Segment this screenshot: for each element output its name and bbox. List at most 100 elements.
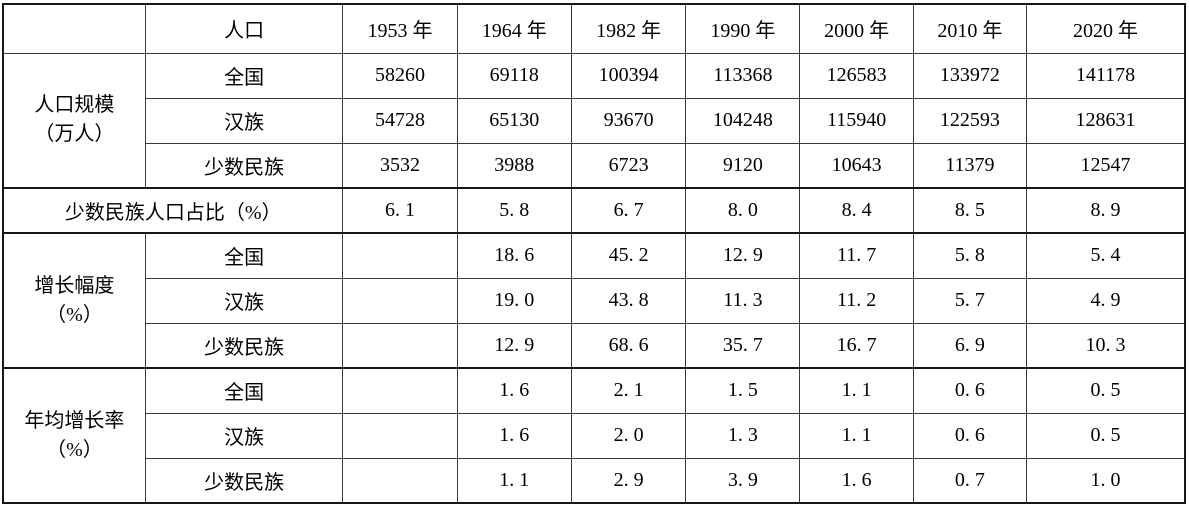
cell-value: 5. 8	[456, 187, 572, 234]
cell-value: 93670	[570, 97, 687, 144]
cell-value: 0. 7	[912, 457, 1028, 504]
cell-value: 1. 1	[799, 412, 914, 459]
row-group-population-scale: 人口规模 （万人）	[2, 52, 146, 189]
corner-cell	[2, 3, 146, 54]
cell-value: 115940	[799, 97, 914, 144]
cell-value: 16. 7	[799, 322, 914, 369]
header-year-1964: 1964 年	[456, 3, 572, 54]
cell-value: 8. 9	[1026, 187, 1186, 234]
header-year-1953: 1953 年	[342, 3, 458, 54]
cell-value: 54728	[342, 97, 458, 144]
table-row: 人口规模 （万人） 全国 58260 69118 100394 113368 1…	[2, 52, 1186, 189]
row-label-national: 全国	[144, 367, 344, 414]
cell-value: 113368	[685, 52, 801, 99]
cell-value: 1. 6	[799, 457, 914, 504]
cell-value: 6. 7	[570, 187, 687, 234]
cell-value	[342, 277, 458, 324]
minority-share-label: 少数民族人口占比（%）	[2, 187, 344, 234]
row-label-han: 汉族	[144, 97, 344, 144]
group-label-line: 年均增长率	[24, 409, 125, 432]
cell-value: 58260	[342, 52, 458, 99]
table-row-minority-share: 少数民族人口占比（%） 6. 1 5. 8 6. 7 8. 0 8. 4 8. …	[2, 187, 1186, 234]
cell-value: 10643	[799, 142, 914, 189]
row-label-han: 汉族	[144, 412, 344, 459]
cell-value: 8. 5	[912, 187, 1028, 234]
cell-value: 1. 3	[685, 412, 801, 459]
row-label-national: 全国	[144, 232, 344, 279]
group-label-line: （%）	[46, 438, 103, 461]
cell-value: 35. 7	[685, 322, 801, 369]
cell-value: 1. 1	[799, 367, 914, 414]
cell-value: 3. 9	[685, 457, 801, 504]
group-label-line: 人口规模	[34, 94, 115, 117]
header-year-1982: 1982 年	[570, 3, 687, 54]
cell-value	[342, 232, 458, 279]
row-label-minority: 少数民族	[144, 142, 344, 189]
cell-value: 126583	[799, 52, 914, 99]
table-row: 汉族 54728 65130 93670 104248 115940 12259…	[3, 97, 1186, 144]
population-statistics-table: 人口 1953 年 1964 年 1982 年 1990 年 2000 年 20…	[2, 3, 1186, 504]
cell-value: 1. 1	[456, 457, 572, 504]
cell-value: 65130	[456, 97, 572, 144]
cell-value: 6. 1	[342, 187, 458, 234]
cell-value: 3988	[456, 142, 572, 189]
cell-value: 5. 4	[1026, 232, 1186, 279]
cell-value: 122593	[912, 97, 1028, 144]
cell-value: 2. 9	[570, 457, 687, 504]
cell-value	[342, 457, 458, 504]
cell-value: 12. 9	[685, 232, 801, 279]
cell-value: 11. 7	[799, 232, 914, 279]
cell-value: 0. 6	[912, 367, 1028, 414]
cell-value: 8. 4	[799, 187, 914, 234]
cell-value	[342, 322, 458, 369]
table-header-row: 人口 1953 年 1964 年 1982 年 1990 年 2000 年 20…	[2, 3, 1186, 54]
cell-value: 3532	[342, 142, 458, 189]
cell-value: 0. 6	[912, 412, 1028, 459]
header-year-1990: 1990 年	[685, 3, 801, 54]
cell-value: 68. 6	[570, 322, 687, 369]
header-year-2010: 2010 年	[912, 3, 1028, 54]
cell-value: 100394	[570, 52, 687, 99]
group-label-line: （%）	[46, 303, 103, 326]
row-label-han: 汉族	[144, 277, 344, 324]
cell-value: 11. 3	[685, 277, 801, 324]
cell-value: 8. 0	[685, 187, 801, 234]
header-population: 人口	[144, 3, 344, 54]
table-row: 少数民族 3532 3988 6723 9120 10643 11379 125…	[3, 142, 1186, 189]
cell-value: 10. 3	[1026, 322, 1186, 369]
cell-value: 2. 1	[570, 367, 687, 414]
cell-value	[342, 412, 458, 459]
cell-value: 69118	[456, 52, 572, 99]
cell-value: 45. 2	[570, 232, 687, 279]
cell-value: 12547	[1026, 142, 1186, 189]
row-label-national: 全国	[144, 52, 344, 99]
cell-value: 1. 6	[456, 367, 572, 414]
cell-value: 133972	[912, 52, 1028, 99]
cell-value: 1. 0	[1026, 457, 1186, 504]
cell-value: 5. 7	[912, 277, 1028, 324]
header-year-2020: 2020 年	[1026, 3, 1186, 54]
cell-value: 0. 5	[1026, 412, 1186, 459]
table-row: 汉族 19. 0 43. 8 11. 3 11. 2 5. 7 4. 9	[3, 277, 1186, 324]
cell-value: 128631	[1026, 97, 1186, 144]
cell-value: 6. 9	[912, 322, 1028, 369]
header-year-2000: 2000 年	[799, 3, 914, 54]
cell-value: 104248	[685, 97, 801, 144]
cell-value: 12. 9	[456, 322, 572, 369]
group-label-line: （万人）	[34, 123, 115, 146]
row-label-minority: 少数民族	[144, 322, 344, 369]
cell-value: 9120	[685, 142, 801, 189]
cell-value: 141178	[1026, 52, 1186, 99]
cell-value: 11379	[912, 142, 1028, 189]
table-row: 增长幅度 （%） 全国 18. 6 45. 2 12. 9 11. 7 5. 8…	[2, 232, 1186, 369]
table-row: 少数民族 1. 1 2. 9 3. 9 1. 6 0. 7 1. 0	[3, 457, 1186, 504]
cell-value: 19. 0	[456, 277, 572, 324]
table-row: 少数民族 12. 9 68. 6 35. 7 16. 7 6. 9 10. 3	[3, 322, 1186, 369]
cell-value: 11. 2	[799, 277, 914, 324]
cell-value: 18. 6	[456, 232, 572, 279]
group-label-line: 增长幅度	[34, 274, 115, 297]
cell-value: 6723	[570, 142, 687, 189]
cell-value: 2. 0	[570, 412, 687, 459]
table-row: 汉族 1. 6 2. 0 1. 3 1. 1 0. 6 0. 5	[3, 412, 1186, 459]
